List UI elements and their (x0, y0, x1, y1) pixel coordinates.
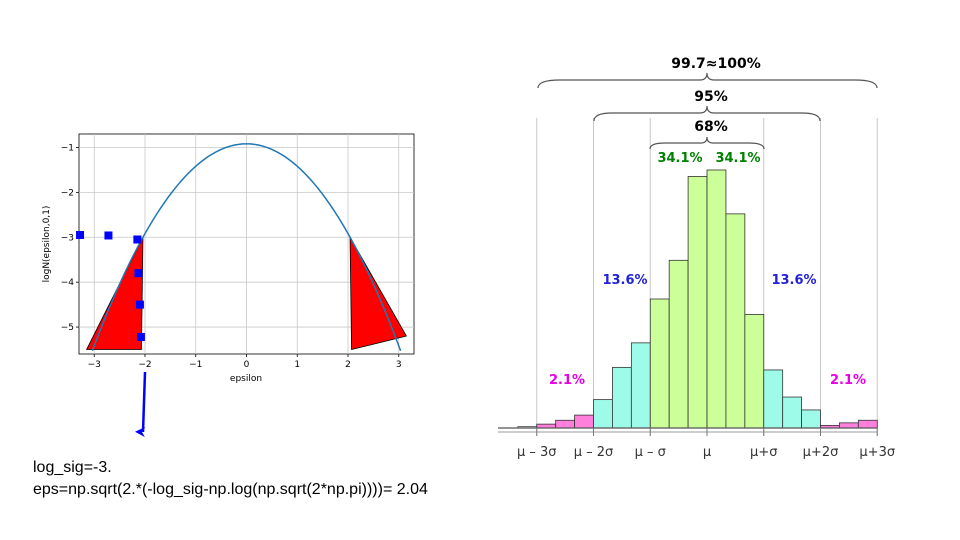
square-marker (136, 332, 145, 341)
x-axis-label: epsilon (230, 374, 262, 384)
sigma-tick-label: μ+2σ (803, 445, 839, 460)
sigma-tick-label: μ – 2σ (574, 445, 614, 460)
pct-label-inner-left: 34.1% (657, 151, 702, 166)
square-marker (134, 269, 143, 278)
y-tick-label: −4 (61, 278, 75, 288)
histogram-bar (649, 298, 670, 429)
histogram-bars (517, 169, 878, 429)
log-density-chart: −3 −2 −1 0 1 2 3 −1 −2 −3 −4 −5 epsilon logN(epsil… (42, 133, 415, 384)
x-tick-label: 3 (396, 360, 402, 370)
y-tick-label: −2 (61, 188, 74, 198)
histogram-bar (801, 409, 821, 429)
pct-label-inner-right: 34.1% (715, 151, 760, 166)
bracket-label-95: 95% (694, 89, 728, 105)
square-marker (135, 300, 144, 309)
bracket-label-99-7: 99.7≈100% (671, 56, 761, 72)
histogram-bar (555, 419, 576, 429)
y-tick-labels: −1 −2 −3 −4 −5 (61, 143, 75, 333)
square-markers (76, 231, 145, 341)
pct-label-mid-left: 13.6% (602, 273, 647, 288)
x-tick-label: 1 (294, 360, 300, 370)
x-tick-label: 2 (345, 360, 351, 370)
normal-histogram-chart: μ – 3σ μ – 2σ μ – σ μ μ+σ μ+2σ μ+3σ 99.7≈100% … (498, 56, 895, 460)
caption-line-2: eps=np.sqrt(2.*(-log_sig-np.log(np.sqrt(… (33, 481, 428, 498)
pct-label-mid-right: 13.6% (771, 273, 816, 288)
sigma-tick-label: μ – 3σ (517, 445, 557, 460)
histogram-bar (574, 414, 594, 429)
bracket-label-68: 68% (694, 119, 728, 135)
square-marker (133, 235, 142, 244)
histogram-bar (687, 176, 708, 429)
x-tick-labels: −3 −2 −1 0 1 2 3 (88, 360, 402, 370)
square-marker (104, 231, 113, 240)
pct-label-outer-left: 2.1% (549, 373, 585, 388)
sigma-tick-label: μ – σ (635, 445, 666, 460)
histogram-bar (744, 314, 765, 429)
histogram-bar (612, 366, 632, 429)
histogram-bar (668, 259, 689, 429)
down-arrow (135, 371, 147, 438)
x-tick-label: −3 (88, 360, 101, 370)
x-tick-label: −1 (189, 360, 202, 370)
x-tick-label: −2 (138, 360, 151, 370)
sigma-tick-label: μ (703, 445, 711, 460)
x-tick-label: 0 (244, 360, 250, 370)
pct-label-outer-right: 2.1% (830, 373, 866, 388)
histogram-bar (725, 213, 746, 429)
bracket-68 (649, 136, 765, 150)
histogram-bar (593, 399, 613, 429)
y-tick-label: −1 (61, 143, 74, 153)
histogram-bar (630, 342, 651, 429)
y-tick-label: −5 (61, 323, 74, 333)
square-marker (76, 231, 85, 240)
histogram-bar (857, 419, 878, 429)
histogram-bar (782, 396, 803, 429)
caption-line-1: log_sig=-3. (33, 459, 112, 476)
sigma-tick-labels: μ – 3σ μ – 2σ μ – σ μ μ+σ μ+2σ μ+3σ (517, 428, 895, 460)
sigma-tick-label: μ+σ (750, 445, 777, 460)
y-tick-label: −3 (61, 233, 74, 243)
histogram-bar (706, 169, 727, 429)
log-density-curve (91, 143, 402, 352)
sigma-tick-label: μ+3σ (859, 445, 895, 460)
y-axis-label: logN(epsilon,0,1) (42, 206, 52, 283)
histogram-bar (839, 422, 859, 429)
bracket-95 (593, 105, 821, 122)
histogram-bar (763, 369, 784, 429)
bracket-99-7 (537, 72, 878, 89)
